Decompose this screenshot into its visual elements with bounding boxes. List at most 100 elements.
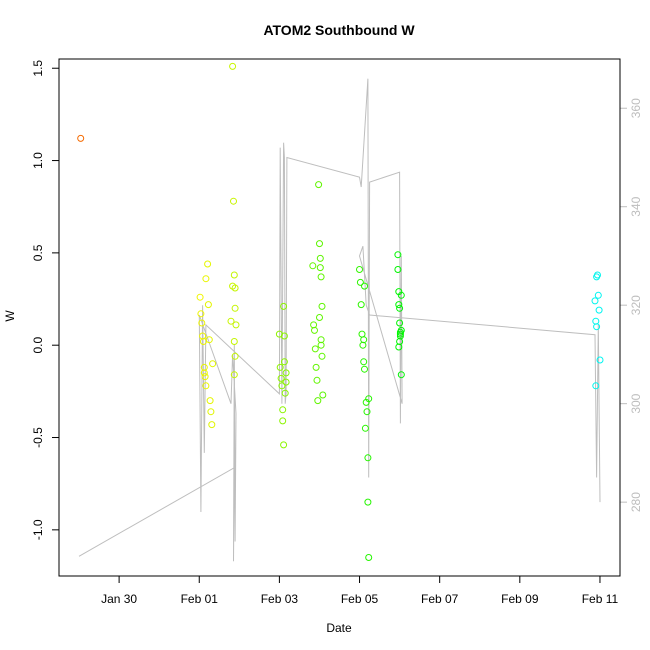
data-point	[209, 360, 217, 368]
data-point	[596, 356, 604, 364]
data-point	[395, 343, 403, 351]
data-point	[276, 363, 284, 371]
data-point	[316, 264, 324, 272]
data-point	[396, 304, 404, 312]
data-point	[281, 389, 289, 397]
data-point	[595, 306, 603, 314]
data-point	[206, 397, 214, 405]
data-point	[311, 326, 318, 334]
data-point	[231, 352, 239, 360]
data-point	[282, 369, 290, 377]
data-point	[319, 391, 327, 399]
y-axis-label: W	[3, 310, 17, 322]
data-point	[356, 278, 364, 286]
data-point	[364, 454, 372, 462]
data-point	[280, 302, 288, 310]
y-tick-label: -1.0	[31, 519, 45, 540]
data-point	[312, 363, 320, 371]
data-point	[232, 321, 240, 329]
x-tick-label: Jan 30	[101, 592, 137, 606]
data-point	[277, 374, 285, 382]
y2-tick-label: 320	[629, 295, 643, 315]
data-point	[396, 330, 404, 338]
y2-tick-label: 340	[629, 196, 643, 216]
data-point	[202, 275, 210, 283]
data-point	[394, 266, 402, 273]
data-point	[360, 358, 368, 366]
data-point	[230, 197, 237, 205]
y-tick-label: 1.5	[31, 60, 45, 77]
data-point	[200, 369, 208, 377]
data-point	[594, 271, 601, 279]
data-point	[278, 382, 286, 390]
data-point	[365, 395, 373, 403]
data-point	[201, 373, 209, 381]
data-point	[594, 291, 602, 299]
data-point	[395, 301, 403, 309]
data-point	[208, 421, 216, 429]
data-point	[198, 319, 206, 327]
data-point	[317, 273, 325, 281]
data-point	[229, 282, 237, 290]
plot-frame	[58, 58, 621, 577]
plot-layer: Jan 30 Feb 01 Feb 03 Feb 05 Feb 07 Feb 09 Feb …	[31, 60, 643, 606]
data-point	[314, 397, 322, 405]
data-point	[361, 424, 369, 432]
chart-title: ATOM2 Southbound W	[263, 22, 415, 38]
x-tick-label: Feb 11	[582, 592, 619, 606]
y2-tick-label: 280	[629, 492, 643, 512]
data-point	[229, 62, 237, 70]
data-point	[361, 282, 368, 290]
data-point	[204, 260, 212, 268]
x-axis-label: Date	[326, 621, 352, 635]
data-point	[318, 302, 326, 310]
data-point	[313, 376, 321, 384]
data-point	[396, 332, 404, 340]
data-point	[230, 338, 238, 345]
data-point	[365, 554, 373, 561]
data-point	[279, 406, 287, 414]
data-point	[357, 301, 365, 309]
y-tick-label: 1.0	[31, 152, 45, 169]
y-tick-label: 0.0	[31, 337, 45, 354]
x-tick-label: Feb 03	[261, 592, 299, 606]
series-line	[78, 78, 601, 562]
x-tick-label: Feb 05	[341, 592, 379, 606]
data-point	[205, 336, 213, 344]
data-point	[230, 371, 238, 379]
data-point	[363, 408, 371, 416]
y2-tick-label: 300	[629, 393, 643, 413]
data-point	[316, 240, 323, 248]
data-point	[282, 378, 290, 386]
data-point	[231, 304, 239, 312]
data-point	[397, 291, 405, 299]
x-tick-label: Feb 01	[181, 592, 219, 606]
data-point	[202, 382, 210, 390]
y-tick-label: 0.5	[31, 244, 45, 261]
data-point	[204, 301, 212, 309]
data-point	[316, 254, 324, 262]
data-point	[227, 317, 235, 325]
data-point	[280, 441, 288, 449]
data-point	[316, 314, 323, 321]
data-point	[311, 345, 319, 353]
data-point	[364, 498, 372, 506]
data-point	[360, 336, 368, 344]
data-point	[394, 251, 402, 259]
data-point	[593, 323, 601, 331]
data-point	[197, 310, 205, 318]
data-point	[361, 365, 368, 373]
data-point	[279, 417, 287, 425]
data-point	[309, 262, 317, 270]
data-point	[591, 297, 599, 305]
data-point	[396, 319, 404, 327]
data-point	[77, 134, 85, 142]
data-point	[230, 271, 238, 279]
y-tick-label: -0.5	[31, 427, 45, 448]
data-point	[315, 181, 323, 189]
data-point	[317, 341, 325, 349]
x-tick-label: Feb 07	[421, 592, 459, 606]
data-point	[280, 332, 288, 340]
